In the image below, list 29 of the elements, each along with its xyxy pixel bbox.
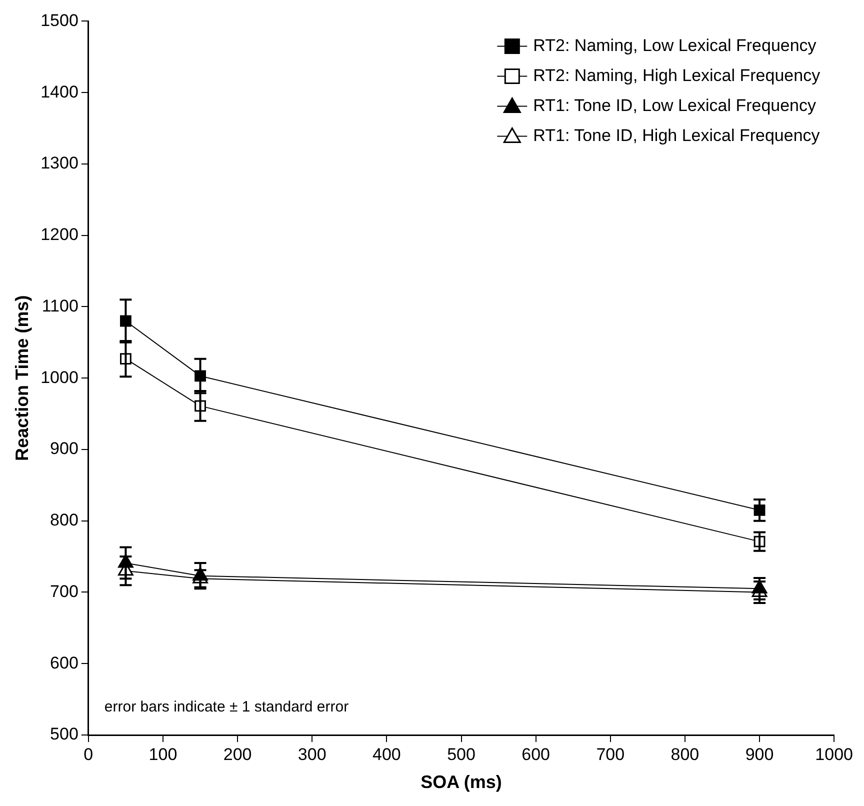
x-tick-label: 300 (298, 744, 326, 764)
x-tick-label: 900 (745, 744, 774, 764)
legend-label: RT2: Naming, High Lexical Frequency (533, 66, 821, 85)
x-tick-label: 200 (223, 744, 252, 764)
y-axis-title: Reaction Time (ms) (12, 295, 32, 461)
y-tick-label: 1300 (40, 154, 78, 173)
legend-label: RT2: Naming, Low Lexical Frequency (533, 36, 817, 55)
x-tick-label: 100 (148, 744, 178, 764)
annotation: error bars indicate ± 1 standard error (104, 698, 349, 716)
x-tick-label: 0 (84, 744, 94, 764)
x-axis-title: SOA (ms) (420, 772, 502, 792)
y-tick-label: 1000 (40, 368, 78, 387)
x-tick-label: 400 (372, 744, 401, 764)
legend-label: RT1: Tone ID, High Lexical Frequency (533, 126, 820, 145)
y-tick-label: 1200 (40, 225, 78, 244)
x-tick-label: 700 (596, 744, 625, 764)
y-tick-label: 700 (50, 582, 78, 601)
y-tick-label: 500 (50, 724, 78, 744)
y-tick-label: 1100 (42, 296, 78, 316)
y-tick-label: 800 (50, 510, 78, 530)
x-tick-label: 600 (522, 744, 550, 764)
legend-label: RT1: Tone ID, Low Lexical Frequency (533, 96, 817, 115)
y-tick-label: 1400 (40, 82, 78, 102)
x-tick-label: 500 (447, 744, 476, 764)
y-tick-label: 1500 (40, 10, 78, 30)
y-tick-label: 900 (50, 439, 78, 458)
x-tick-label: 1000 (815, 744, 854, 764)
y-tick-label: 600 (50, 653, 78, 672)
x-tick-label: 800 (670, 744, 700, 764)
